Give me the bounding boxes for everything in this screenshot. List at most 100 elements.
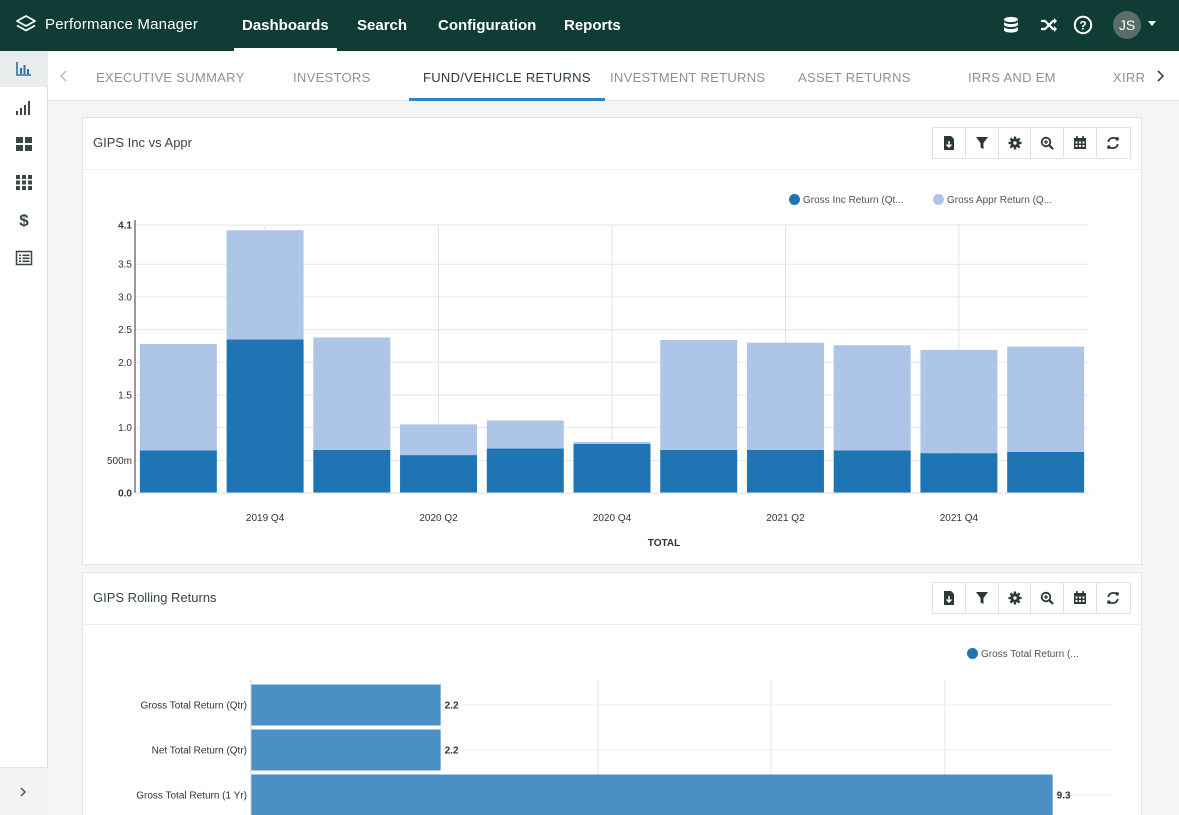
filter-button[interactable] — [966, 583, 999, 613]
legend-dot — [967, 648, 978, 659]
y-tick-label: 2.0 — [118, 358, 132, 369]
database-icon[interactable] — [1001, 15, 1021, 35]
tab-executive-summary[interactable]: EXECUTIVE SUMMARY — [96, 70, 245, 85]
dashboard-tab-bar: EXECUTIVE SUMMARY INVESTORS FUND/VEHICLE… — [48, 51, 1179, 101]
tab-investors[interactable]: INVESTORS — [293, 70, 371, 85]
bar-segment — [313, 337, 391, 450]
sidebar-item-financials[interactable]: $ — [0, 202, 48, 238]
export-button[interactable] — [933, 583, 966, 613]
legend-label: Gross Inc Return (Qt... — [803, 195, 904, 206]
x-tick-label: 2019 Q4 — [246, 513, 285, 524]
sidebar-item-apps[interactable] — [0, 164, 48, 200]
panel-title: GIPS Rolling Returns — [93, 590, 217, 605]
help-icon[interactable]: ? — [1073, 15, 1093, 35]
chevron-left-icon[interactable] — [57, 68, 71, 84]
nav-search[interactable]: Search — [357, 17, 408, 34]
date-button[interactable] — [1064, 128, 1098, 158]
chevron-down-icon[interactable] — [1148, 21, 1156, 26]
bar-segment — [573, 443, 651, 493]
bar-segment — [400, 455, 478, 493]
tab-xirr[interactable]: XIRR — [1113, 70, 1146, 85]
legend-series-1[interactable]: Gross Inc Return (Qt... — [789, 194, 904, 206]
tab-asset-returns[interactable]: ASSET RETURNS — [798, 70, 911, 85]
calendar-icon — [1074, 591, 1087, 604]
chart-panel-inc-vs-appr: GIPS Inc vs Appr — [82, 117, 1142, 565]
nav-reports[interactable]: Reports — [564, 17, 621, 34]
zoom-button[interactable] — [1031, 583, 1065, 613]
refresh-icon — [1107, 137, 1120, 149]
tab-fund-vehicle-returns[interactable]: FUND/VEHICLE RETURNS — [409, 51, 605, 101]
bar-segment — [833, 345, 911, 451]
value-label: 2.2 — [445, 746, 459, 757]
settings-button[interactable] — [999, 128, 1032, 158]
tab-irrs-and-em[interactable]: IRRS AND EM — [968, 70, 1056, 85]
grid-small-icon — [16, 175, 32, 190]
value-label: 9.3 — [1057, 791, 1071, 802]
svg-text:?: ? — [1079, 19, 1086, 33]
filter-icon — [975, 137, 988, 149]
bar-segment — [920, 453, 998, 493]
filter-button[interactable] — [966, 128, 999, 158]
sidebar-item-reports[interactable] — [0, 240, 48, 276]
app-logo-icon[interactable] — [14, 13, 38, 37]
refresh-button[interactable] — [1097, 583, 1130, 613]
legend-series-2[interactable]: Gross Appr Return (Q... — [933, 194, 1052, 206]
chart-area-1: Gross Inc Return (Qt... Gross Appr Retur… — [83, 170, 1141, 565]
bar-segment — [139, 450, 217, 493]
panel-title: GIPS Inc vs Appr — [93, 135, 192, 150]
legend-label: Gross Total Return (... — [981, 649, 1079, 660]
x-tick-label: 2021 Q2 — [766, 513, 805, 524]
filter-icon — [975, 592, 988, 604]
y-tick-label: 4.1 — [118, 221, 132, 232]
app-title[interactable]: Performance Manager — [45, 16, 199, 33]
stacked-bar-chart: 0.0 500m 1.0 1.5 2.0 2.5 3.0 3.5 4.1 2019 Q4 2020 … — [107, 220, 1089, 549]
y-tick-label: 2.5 — [118, 325, 132, 336]
panel-header: GIPS Rolling Returns — [83, 573, 1141, 625]
sidebar-item-layout[interactable] — [0, 126, 48, 162]
category-label: Gross Total Return (1 Yr) — [136, 791, 247, 802]
nav-configuration[interactable]: Configuration — [438, 17, 537, 34]
sidebar-expand-button[interactable] — [0, 767, 48, 815]
chart-panel-rolling-returns: GIPS Rolling Returns — [82, 572, 1142, 815]
y-tick-label: 3.0 — [118, 292, 132, 303]
hbar — [251, 774, 1053, 815]
y-tick-label: 3.5 — [118, 260, 132, 271]
x-tick-label: 2021 Q4 — [940, 513, 979, 524]
bar-segment — [400, 424, 478, 456]
sidebar-item-dashboards[interactable] — [0, 51, 48, 87]
panel-header: GIPS Inc vs Appr — [83, 118, 1141, 170]
bar-segment — [833, 450, 911, 493]
svg-text:$: $ — [19, 211, 29, 229]
bar-chart-icon — [16, 62, 31, 76]
bar-segment — [313, 449, 391, 493]
bar-segment — [1007, 346, 1085, 452]
bar-segment — [660, 340, 738, 450]
category-label: Gross Total Return (Qtr) — [140, 701, 247, 712]
tab-investment-returns[interactable]: INVESTMENT RETURNS — [610, 70, 766, 85]
settings-button[interactable] — [999, 583, 1032, 613]
category-label: Net Total Return (Qtr) — [152, 746, 247, 757]
chevron-right-icon — [20, 787, 27, 797]
legend-dot — [933, 194, 944, 205]
sidebar-item-analytics[interactable] — [0, 89, 48, 125]
legend-series-1[interactable]: Gross Total Return (... — [967, 648, 1079, 660]
nav-dashboards[interactable]: Dashboards — [234, 0, 337, 51]
bar-segment — [746, 449, 824, 493]
y-tick-label: 500m — [107, 456, 132, 467]
list-icon — [15, 250, 33, 266]
user-avatar[interactable]: JS — [1113, 11, 1141, 39]
bar-segment — [1007, 451, 1085, 493]
export-button[interactable] — [933, 128, 966, 158]
shuffle-icon[interactable] — [1039, 15, 1059, 35]
bar-segment — [573, 442, 651, 444]
refresh-button[interactable] — [1097, 128, 1130, 158]
file-export-icon — [944, 136, 954, 150]
chevron-right-icon[interactable] — [1153, 68, 1167, 84]
legend-label: Gross Appr Return (Q... — [947, 195, 1053, 206]
horizontal-bar-chart: Gross Total Return (Qtr) 2.2 Net Total Ret… — [136, 680, 1113, 815]
zoom-button[interactable] — [1031, 128, 1065, 158]
date-button[interactable] — [1064, 583, 1098, 613]
refresh-icon — [1107, 592, 1120, 604]
bar-segment — [746, 342, 824, 450]
bar-segment — [226, 339, 304, 493]
